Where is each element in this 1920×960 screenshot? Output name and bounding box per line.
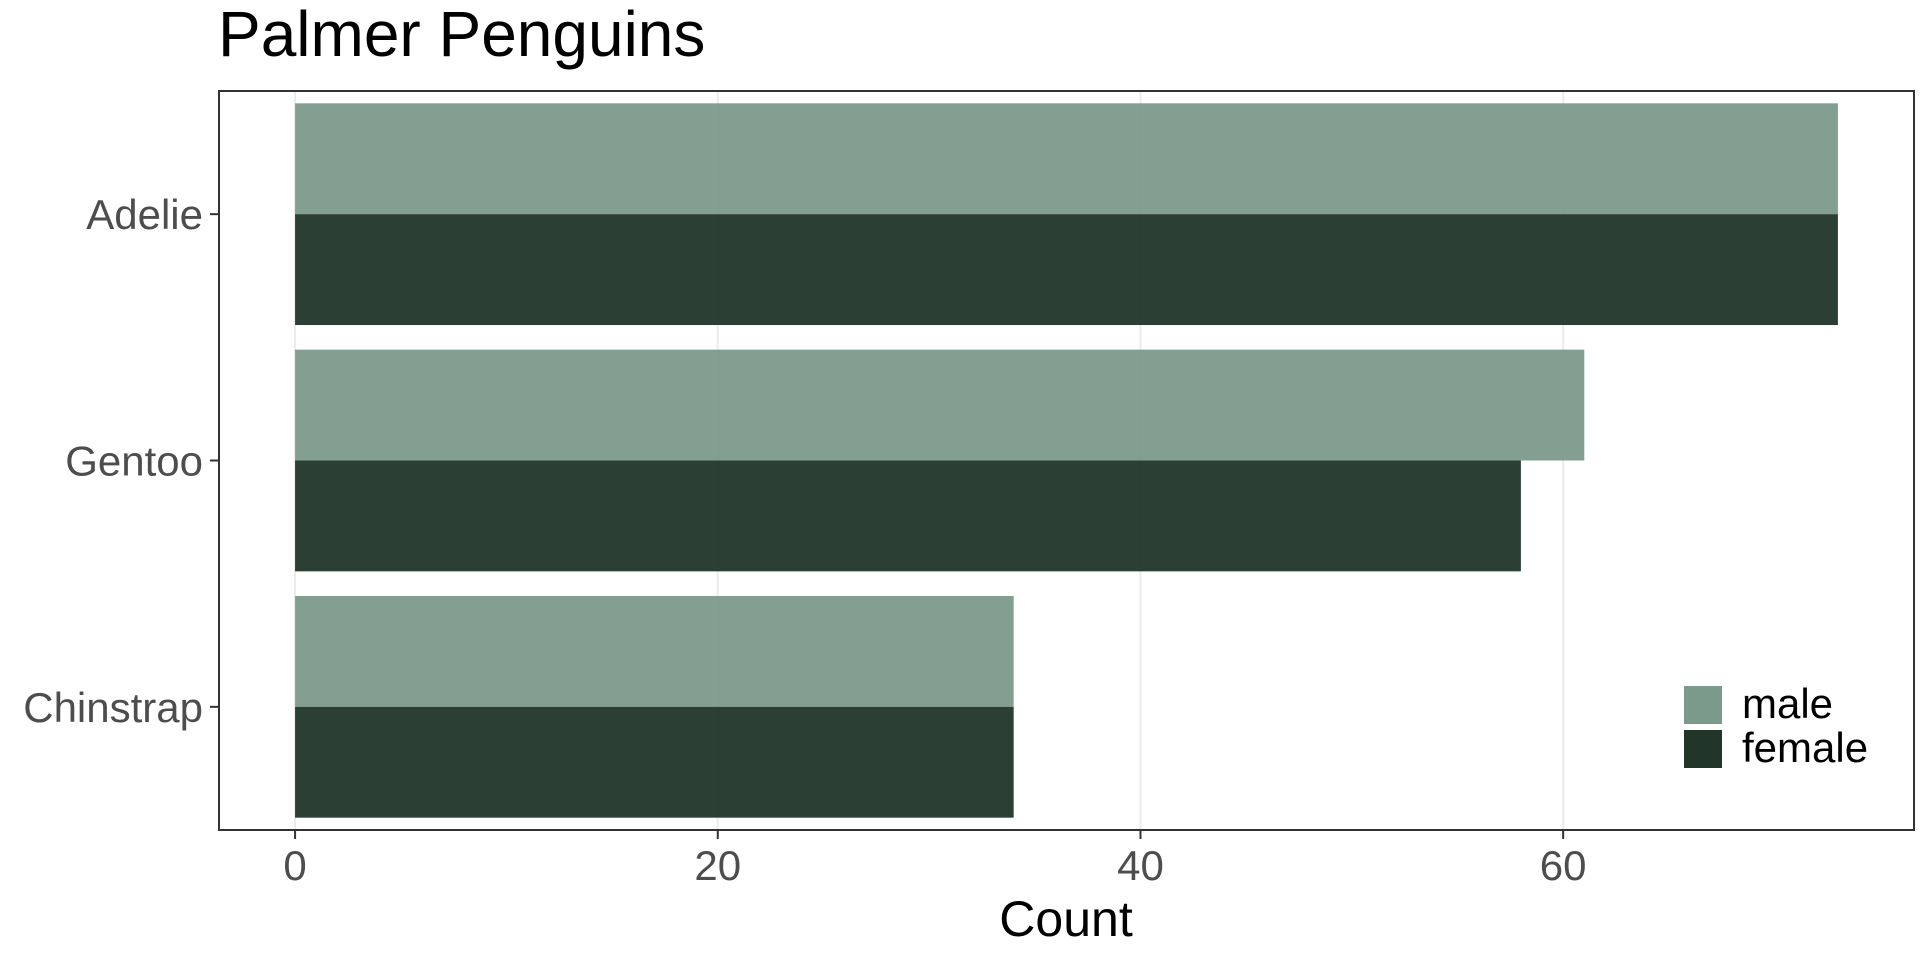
legend-label-male: male: [1742, 680, 1833, 727]
bars: [295, 103, 1838, 818]
x-tick-label: 60: [1540, 842, 1587, 889]
legend-key-male: [1684, 686, 1722, 724]
x-axis: 0 20 40 60: [283, 830, 1587, 889]
bar-adelie-male: [295, 103, 1838, 215]
y-axis: Adelie Gentoo Chinstrap: [23, 191, 219, 731]
y-tick-label: Gentoo: [65, 438, 203, 485]
y-tick-label: Adelie: [86, 191, 203, 238]
legend-key-female: [1684, 730, 1722, 768]
bar-chinstrap-female: [295, 706, 1014, 818]
y-tick-label: Chinstrap: [23, 684, 203, 731]
legend-label-female: female: [1742, 724, 1868, 771]
chart-title: Palmer Penguins: [218, 0, 705, 70]
x-axis-title: Count: [999, 891, 1133, 947]
bar-chinstrap-male: [295, 595, 1014, 707]
bar-adelie-female: [295, 214, 1838, 326]
bar-gentoo-female: [295, 460, 1521, 572]
bar-gentoo-male: [295, 349, 1585, 461]
x-tick-label: 0: [283, 842, 306, 889]
x-tick-label: 20: [694, 842, 741, 889]
x-tick-label: 40: [1117, 842, 1164, 889]
